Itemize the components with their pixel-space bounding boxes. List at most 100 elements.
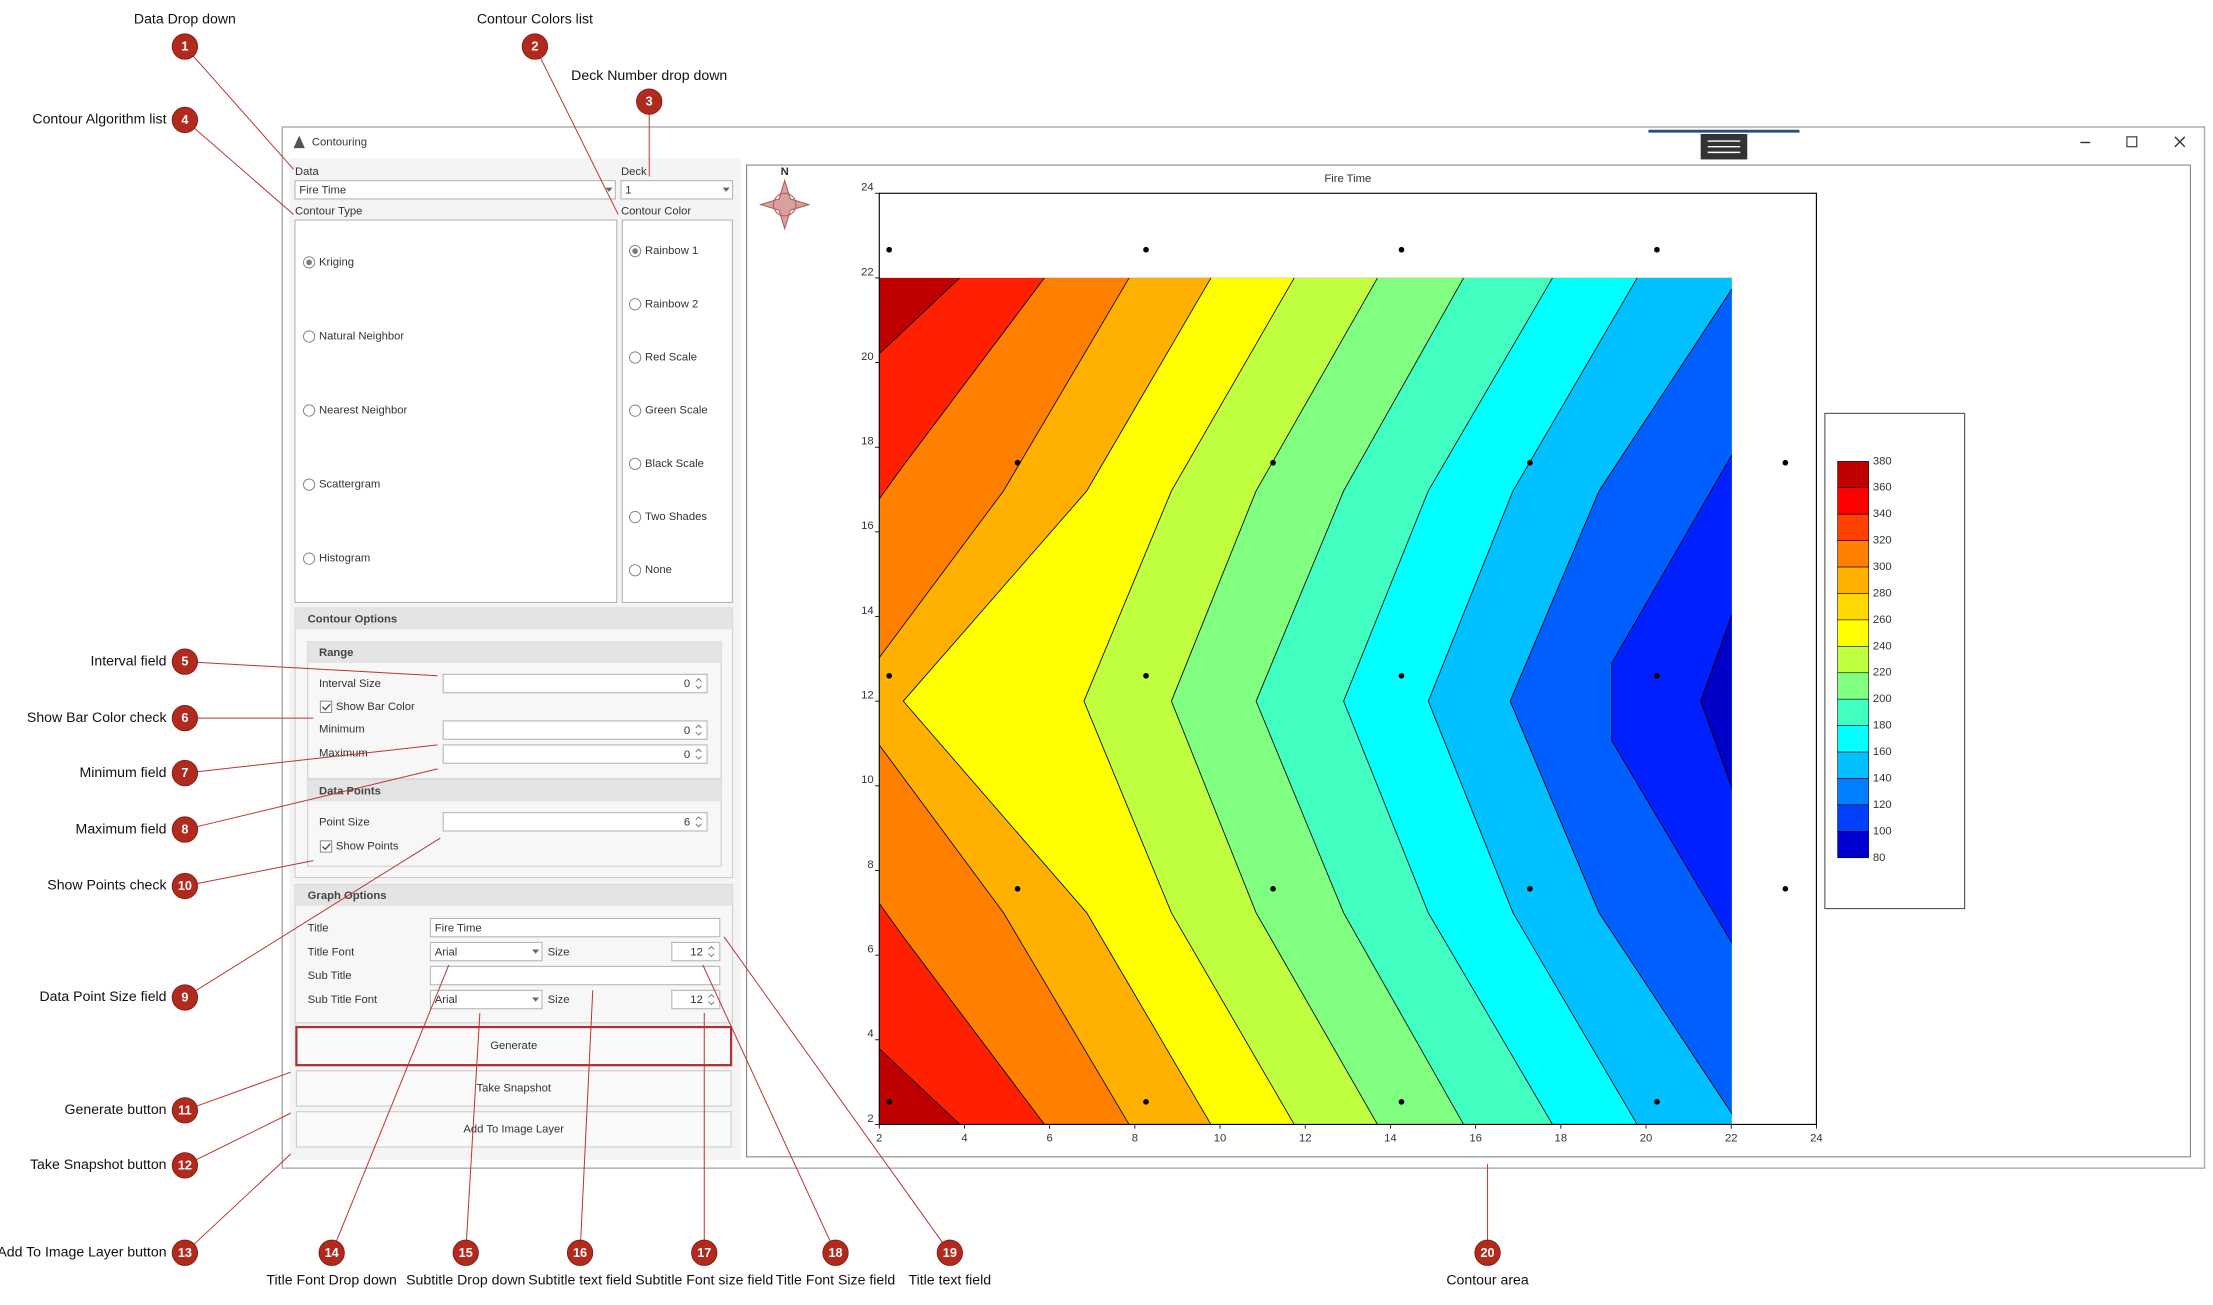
subtitle-size-field[interactable] — [671, 989, 721, 1010]
legend-label: 220 — [1873, 667, 1892, 679]
callout-badge — [822, 1239, 849, 1266]
legend-swatch — [1837, 831, 1869, 859]
x-tick-label: 18 — [1555, 1133, 1568, 1145]
group-header — [307, 780, 722, 802]
radio-label: Scattergram — [319, 479, 380, 491]
contour-line — [1509, 288, 1732, 1115]
check-mark — [322, 703, 331, 711]
callout-line — [184, 1112, 291, 1166]
x-tick-label: 2 — [876, 1133, 882, 1145]
radio[interactable] — [302, 478, 316, 491]
checkbox[interactable] — [319, 840, 333, 853]
button[interactable] — [295, 1070, 732, 1107]
radio[interactable] — [628, 404, 642, 417]
callout-line — [184, 1153, 292, 1254]
button[interactable] — [295, 1025, 733, 1067]
y-tick-label: 20 — [861, 351, 874, 363]
x-tick-label: 22 — [1725, 1133, 1738, 1145]
label: Sub Title Font — [308, 994, 378, 1006]
x-tick-label: 12 — [1299, 1133, 1312, 1145]
data-point — [886, 1099, 892, 1105]
spinner — [695, 678, 702, 690]
contour-line — [1255, 277, 1464, 1125]
label: Maximum — [319, 747, 368, 759]
compass-ring — [772, 192, 797, 217]
minimum-field[interactable] — [442, 720, 708, 740]
callout-number: 11 — [178, 1103, 191, 1117]
data-point — [886, 246, 892, 253]
maximum-field[interactable] — [442, 744, 708, 764]
group-header — [307, 641, 722, 664]
legend-swatch — [1837, 751, 1869, 779]
radio[interactable] — [628, 351, 642, 364]
legend-label: 360 — [1873, 482, 1892, 494]
label: Minimum — [319, 723, 365, 735]
callout-number: 4 — [181, 113, 188, 127]
deck-dropdown[interactable] — [620, 180, 734, 200]
spinner — [695, 724, 702, 736]
radio[interactable] — [628, 510, 642, 524]
radio[interactable] — [628, 457, 642, 471]
callout-badge — [171, 1097, 199, 1124]
contour-fill — [879, 277, 1732, 1125]
data-point — [1398, 672, 1405, 679]
callout-line — [702, 964, 836, 1254]
subtitle-font-dropdown[interactable] — [429, 989, 543, 1010]
title-size-field[interactable] — [671, 941, 721, 962]
radio[interactable] — [628, 564, 642, 577]
radio-label: Rainbow 1 — [645, 245, 698, 257]
contour-band — [1611, 455, 1732, 943]
group-header-label: Range — [319, 647, 353, 659]
radio[interactable] — [628, 298, 642, 311]
button[interactable] — [295, 1111, 732, 1148]
dropdown-arrow — [605, 187, 613, 192]
radio[interactable] — [302, 552, 316, 565]
callout-label: Subtitle Drop down — [406, 1272, 525, 1288]
contour-type-list — [294, 219, 618, 603]
label: Point Size — [319, 816, 370, 828]
data-point — [1143, 672, 1149, 679]
y-tick-label: 24 — [861, 182, 874, 194]
title-font-dropdown[interactable] — [429, 941, 543, 962]
callout-line — [465, 1012, 481, 1253]
legend-label: 260 — [1873, 614, 1892, 626]
callout-line — [579, 990, 594, 1253]
restore-button[interactable] — [2126, 136, 2138, 148]
callout-line — [184, 768, 438, 831]
radio-label: Nearest Neighbor — [319, 405, 408, 417]
title-size-field-value: 12 — [690, 946, 703, 958]
data-point — [1782, 459, 1789, 466]
plot-frame — [878, 192, 1817, 1125]
title-font-dropdown-value: Arial — [435, 946, 458, 958]
radio[interactable] — [302, 404, 316, 417]
contour-band — [1700, 615, 1732, 788]
title-field[interactable] — [429, 917, 721, 938]
callout-number: 19 — [943, 1246, 957, 1260]
checkbox[interactable] — [319, 700, 333, 713]
radio-label: Black Scale — [645, 458, 704, 470]
callout-badge — [171, 872, 199, 900]
subtitle-field[interactable] — [429, 965, 721, 986]
menu-icon — [1707, 140, 1741, 154]
data-dropdown[interactable] — [294, 180, 616, 200]
callout-label: Show Points check — [47, 877, 167, 893]
callout-line — [331, 964, 450, 1253]
x-tick-label: 24 — [1810, 1133, 1823, 1145]
radio-dot — [306, 259, 312, 266]
legend-label: 180 — [1873, 720, 1892, 732]
point-size-field[interactable] — [442, 812, 708, 832]
checkbox-label: Show Points — [336, 840, 399, 852]
radio[interactable] — [302, 330, 316, 343]
interval-field[interactable] — [442, 673, 708, 694]
data-dropdown-value: Fire Time — [299, 184, 346, 196]
label: Size — [548, 994, 570, 1006]
data-point — [1270, 459, 1276, 466]
legend-swatch — [1837, 619, 1869, 647]
x-tick-label: 10 — [1214, 1133, 1227, 1145]
close-button[interactable] — [2174, 136, 2186, 148]
legend-label: 320 — [1873, 535, 1892, 547]
callout-number: 10 — [178, 879, 192, 893]
compass — [758, 178, 811, 231]
